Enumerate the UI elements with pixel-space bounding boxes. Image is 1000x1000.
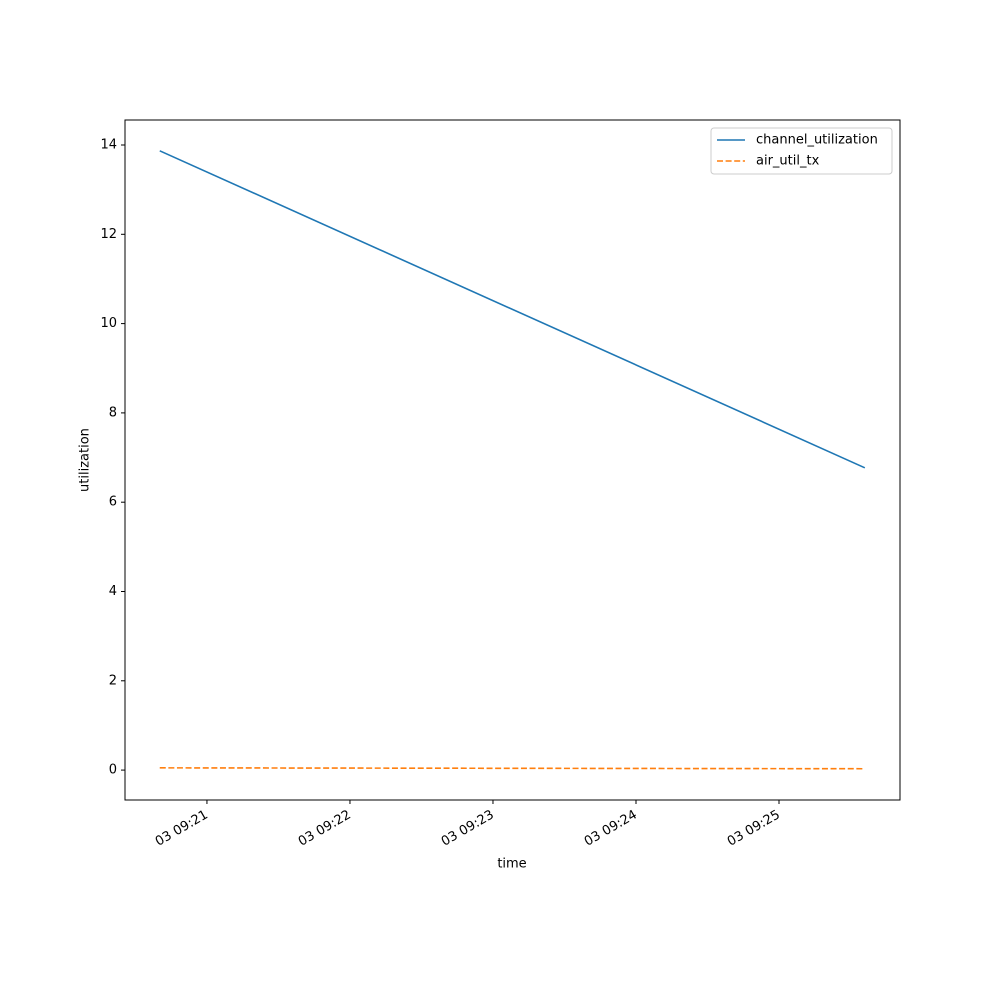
- y-tick-label: 8: [109, 405, 117, 420]
- series-line: [159, 150, 866, 469]
- y-tick-label: 10: [100, 316, 117, 331]
- x-tick-label: 03 09:21: [153, 808, 211, 850]
- y-tick-label: 0: [109, 763, 117, 778]
- y-tick-label: 12: [100, 227, 117, 242]
- plot-frame: [124, 119, 901, 801]
- x-tick-label: 03 09:23: [439, 808, 497, 850]
- y-axis-label: utilization: [78, 428, 93, 492]
- x-tick-label: 03 09:24: [582, 808, 640, 850]
- x-tick-label: 03 09:22: [296, 808, 354, 850]
- y-tick-label: 6: [109, 495, 117, 510]
- legend-box: [710, 127, 893, 175]
- x-tick-label: 03 09:25: [725, 808, 783, 850]
- series-line: [159, 767, 865, 770]
- x-axis-label: time: [497, 857, 526, 872]
- y-tick-label: 4: [109, 584, 117, 599]
- legend-label: channel_utilization: [756, 133, 878, 148]
- y-tick-label: 2: [109, 673, 117, 688]
- legend-label: air_util_tx: [756, 154, 820, 169]
- y-tick-label: 14: [100, 138, 117, 153]
